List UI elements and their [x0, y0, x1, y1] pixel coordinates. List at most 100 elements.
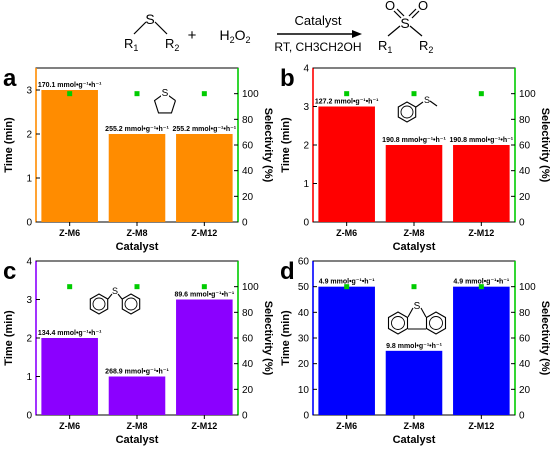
left-y-axis-label: Time (min): [280, 310, 292, 366]
right-y-tick-label: 20: [242, 192, 254, 203]
panel-letter: d: [280, 258, 295, 285]
left-y-tick-label: 1: [26, 372, 32, 383]
right-y-axis-label: Selectivity (%): [262, 108, 274, 183]
bar-rate-label: 190.8 mmol•g⁻¹•h⁻¹: [450, 137, 514, 144]
selectivity-point: [67, 284, 73, 290]
right-y-tick-label: 20: [242, 385, 254, 396]
molecule-sulfur-atom: S: [162, 88, 169, 99]
left-y-tick-label: 20: [298, 359, 310, 370]
bar-rate-label: 134.4 mmol•g⁻¹•h⁻¹: [38, 330, 102, 337]
selectivity-point: [411, 284, 417, 290]
reaction-scheme: S R1 R2 + H2O2 Catalyst RT, CH3CH2OH S O…: [124, 0, 433, 55]
bar-z-m12: [176, 134, 233, 222]
molecule-structure-icon: S: [397, 95, 438, 123]
right-y-tick-label: 60: [242, 334, 254, 345]
right-y-tick-label: 60: [519, 334, 531, 345]
left-y-tick-label: 0: [303, 218, 309, 229]
chart-panel-c: 0 1 2 3 4 0 20 40 60 80 100 134.4 mmol•g⁻¹•h⁻¹ Z-M6 2…: [0, 255, 277, 451]
right-y-tick-label: 0: [519, 218, 525, 229]
panel-letter: a: [3, 65, 17, 92]
product-sulfone: S O O R1 R2: [378, 0, 433, 55]
bar-rate-label: 255.2 mmol•g⁻¹•h⁻¹: [173, 126, 237, 133]
x-tick-label: Z-M6: [336, 228, 357, 238]
x-tick-label: Z-M8: [404, 228, 425, 238]
arrow-catalyst-label: Catalyst: [295, 13, 342, 28]
right-y-tick-label: 0: [242, 218, 248, 229]
x-axis-label: Catalyst: [393, 434, 436, 446]
chart-panel-b: 0 1 2 3 4 0 20 40 60 80 100 127.2 mmol•g⁻¹•h⁻¹ Z-M6 1…: [277, 62, 554, 258]
bar-z-m6: [318, 106, 375, 222]
x-tick-label: Z-M8: [127, 421, 148, 431]
x-axis-label: Catalyst: [116, 434, 159, 446]
x-tick-label: Z-M6: [336, 421, 357, 431]
x-axis-label: Catalyst: [116, 241, 159, 253]
right-y-tick-label: 80: [242, 115, 254, 126]
bar-z-m6: [41, 90, 98, 222]
left-y-tick-label: 30: [298, 334, 310, 345]
left-y-tick-label: 10: [298, 385, 310, 396]
selectivity-point: [67, 91, 73, 97]
bar-z-m8: [108, 134, 166, 222]
left-y-tick-label: 3: [303, 102, 309, 113]
selectivity-point: [478, 91, 484, 97]
selectivity-point: [134, 91, 140, 97]
right-y-tick-label: 80: [519, 308, 531, 319]
x-tick-label: Z-M8: [127, 228, 148, 238]
panel-letter: c: [3, 258, 16, 285]
left-y-tick-label: 3: [26, 86, 32, 97]
molecule-structure-icon: S: [89, 286, 141, 315]
left-y-tick-label: 50: [298, 282, 310, 293]
right-y-tick-label: 40: [242, 359, 254, 370]
reactant-r2: R2: [165, 36, 179, 53]
x-tick-label: Z-M12: [191, 228, 217, 238]
left-y-tick-label: 60: [298, 257, 310, 268]
left-y-axis-label: Time (min): [3, 310, 15, 366]
product-s-atom: S: [400, 15, 409, 31]
right-y-tick-label: 80: [242, 308, 254, 319]
molecule-structure-icon: S: [153, 87, 176, 114]
bar-rate-label: 4.9 mmol•g⁻¹•h⁻¹: [319, 279, 376, 286]
left-y-tick-label: 0: [26, 411, 32, 422]
arrow-conditions-label: RT, CH3CH2OH: [274, 40, 361, 54]
right-y-axis-label: Selectivity (%): [539, 301, 551, 376]
x-tick-label: Z-M8: [404, 421, 425, 431]
left-y-tick-label: 0: [26, 218, 32, 229]
selectivity-point: [201, 91, 207, 97]
x-tick-label: Z-M6: [59, 421, 80, 431]
bar-rate-label: 127.2 mmol•g⁻¹•h⁻¹: [315, 99, 379, 106]
bar-z-m12: [453, 145, 510, 222]
left-y-tick-label: 4: [303, 64, 309, 75]
left-y-tick-label: 40: [298, 308, 310, 319]
molecule-sulfur-atom: S: [424, 95, 430, 105]
selectivity-point: [344, 284, 350, 290]
x-tick-label: Z-M12: [191, 421, 217, 431]
chart-panel-a: 0 1 2 3 0 20 40 60 80 100 170.1 mmol•g⁻¹•h⁻¹ Z-M6 25…: [0, 62, 277, 258]
left-y-tick-label: 0: [303, 411, 309, 422]
selectivity-point: [478, 284, 484, 290]
right-y-tick-label: 80: [519, 115, 531, 126]
selectivity-point: [344, 91, 350, 97]
bar-rate-label: 170.1 mmol•g⁻¹•h⁻¹: [38, 82, 102, 89]
reaction-arrow: [277, 30, 362, 38]
bar-z-m8: [385, 145, 443, 222]
right-y-axis-label: Selectivity (%): [262, 301, 274, 376]
bar-rate-label: 4.9 mmol•g⁻¹•h⁻¹: [453, 279, 510, 286]
left-y-tick-label: 1: [26, 174, 32, 185]
right-y-tick-label: 100: [519, 282, 536, 293]
molecule-structure-icon: S: [387, 301, 447, 335]
x-tick-label: Z-M6: [59, 228, 80, 238]
chart-d-svg: 0 10 20 30 40 50 60 0 20 40 60 80 100 4.9 mmol•g⁻¹•h⁻…: [280, 257, 551, 447]
reactant-sulfide: S R1 R2: [124, 11, 179, 53]
right-y-tick-label: 40: [242, 166, 254, 177]
right-y-tick-label: 0: [519, 411, 525, 422]
right-y-tick-label: 60: [242, 141, 254, 152]
reactant-r1: R1: [124, 36, 138, 53]
right-y-tick-label: 0: [242, 411, 248, 422]
reactant-s-atom: S: [145, 11, 154, 27]
product-o-right: O: [418, 0, 428, 13]
left-y-tick-label: 4: [26, 257, 32, 268]
left-y-tick-label: 2: [303, 141, 309, 152]
product-r1: R1: [378, 38, 392, 55]
